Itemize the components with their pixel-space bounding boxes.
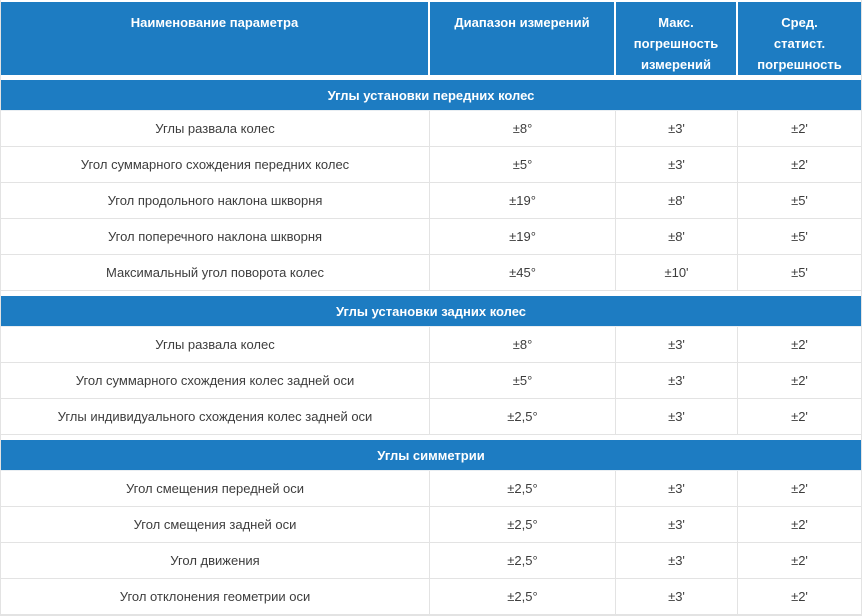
- cell-stat-error: ±2': [738, 471, 861, 507]
- column-header-3: Макс. погрешность измерений: [616, 2, 738, 75]
- table-row: Угол смещения передней оси ±2,5° ±3' ±2': [1, 471, 861, 507]
- cell-measurement-range: ±2,5°: [430, 399, 616, 435]
- cell-max-error: ±3': [616, 147, 738, 183]
- table-row: Углы развала колес ±8° ±3' ±2': [1, 327, 861, 363]
- cell-max-error: ±3': [616, 507, 738, 543]
- cell-stat-error: ±2': [738, 111, 861, 147]
- section-gap: [1, 291, 861, 296]
- cell-stat-error: ±5': [738, 183, 861, 219]
- table-head: Наименование параметра Диапазон измерений…: [1, 2, 861, 75]
- cell-stat-error: ±2': [738, 543, 861, 579]
- cell-parameter-name: Угол смещения задней оси: [1, 507, 430, 543]
- cell-stat-error: ±2': [738, 579, 861, 615]
- table-body: Углы установки передних колес Углы развал…: [1, 75, 861, 615]
- section-gap: [1, 435, 861, 440]
- section-title: Углы установки передних колес: [1, 80, 861, 111]
- cell-parameter-name: Максимальный угол поворота колес: [1, 255, 430, 291]
- section-header-row: Углы симметрии: [1, 440, 861, 471]
- cell-stat-error: ±2': [738, 507, 861, 543]
- cell-parameter-name: Углы развала колес: [1, 327, 430, 363]
- cell-max-error: ±3': [616, 579, 738, 615]
- cell-parameter-name: Угол смещения передней оси: [1, 471, 430, 507]
- cell-parameter-name: Угол отклонения геометрии оси: [1, 579, 430, 615]
- column-header-1: Наименование параметра: [1, 2, 430, 75]
- cell-max-error: ±8': [616, 183, 738, 219]
- cell-stat-error: ±2': [738, 327, 861, 363]
- cell-measurement-range: ±5°: [430, 363, 616, 399]
- cell-measurement-range: ±8°: [430, 111, 616, 147]
- cell-measurement-range: ±19°: [430, 183, 616, 219]
- cell-measurement-range: ±19°: [430, 219, 616, 255]
- section-title: Углы симметрии: [1, 440, 861, 471]
- cell-parameter-name: Угол суммарного схождения колес задней о…: [1, 363, 430, 399]
- cell-stat-error: ±5': [738, 219, 861, 255]
- cell-measurement-range: ±2,5°: [430, 507, 616, 543]
- column-header-2: Диапазон измерений: [430, 2, 616, 75]
- cell-max-error: ±3': [616, 327, 738, 363]
- cell-max-error: ±8': [616, 219, 738, 255]
- cell-parameter-name: Углы индивидуального схождения колес зад…: [1, 399, 430, 435]
- cell-stat-error: ±2': [738, 363, 861, 399]
- section-title: Углы установки задних колес: [1, 296, 861, 327]
- cell-stat-error: ±2': [738, 147, 861, 183]
- section-gap: [1, 75, 861, 80]
- section-gap-spacer: [1, 435, 861, 440]
- table-row: Угол движения ±2,5° ±3' ±2': [1, 543, 861, 579]
- table-row: Угол продольного наклона шкворня ±19° ±8' ±…: [1, 183, 861, 219]
- table-row: Максимальный угол поворота колес ±45° ±10'…: [1, 255, 861, 291]
- table-row: Угол смещения задней оси ±2,5° ±3' ±2': [1, 507, 861, 543]
- cell-stat-error: ±5': [738, 255, 861, 291]
- cell-max-error: ±3': [616, 111, 738, 147]
- table-row: Угол поперечного наклона шкворня ±19° ±8' ±…: [1, 219, 861, 255]
- cell-measurement-range: ±2,5°: [430, 471, 616, 507]
- table-row: Углы развала колес ±8° ±3' ±2': [1, 111, 861, 147]
- section-header-row: Углы установки задних колес: [1, 296, 861, 327]
- cell-max-error: ±3': [616, 363, 738, 399]
- cell-max-error: ±3': [616, 399, 738, 435]
- cell-measurement-range: ±5°: [430, 147, 616, 183]
- section-header-row: Углы установки передних колес: [1, 80, 861, 111]
- cell-max-error: ±10': [616, 255, 738, 291]
- column-header-row: Наименование параметра Диапазон измерений…: [1, 2, 861, 75]
- cell-parameter-name: Угол поперечного наклона шкворня: [1, 219, 430, 255]
- column-header-4: Сред. статист. погрешность: [738, 2, 861, 75]
- section-gap-spacer: [1, 75, 861, 80]
- cell-measurement-range: ±2,5°: [430, 579, 616, 615]
- cell-measurement-range: ±45°: [430, 255, 616, 291]
- table-row: Углы индивидуального схождения колес зад…: [1, 399, 861, 435]
- cell-max-error: ±3': [616, 543, 738, 579]
- table-row: Угол отклонения геометрии оси ±2,5° ±3' ±2': [1, 579, 861, 615]
- cell-measurement-range: ±2,5°: [430, 543, 616, 579]
- section-gap-spacer: [1, 291, 861, 296]
- cell-parameter-name: Угол продольного наклона шкворня: [1, 183, 430, 219]
- cell-parameter-name: Угол суммарного схождения передних колес: [1, 147, 430, 183]
- cell-parameter-name: Углы развала колес: [1, 111, 430, 147]
- table-row: Угол суммарного схождения колес задней о…: [1, 363, 861, 399]
- cell-measurement-range: ±8°: [430, 327, 616, 363]
- table-row: Угол суммарного схождения передних колес…: [1, 147, 861, 183]
- cell-stat-error: ±2': [738, 399, 861, 435]
- cell-parameter-name: Угол движения: [1, 543, 430, 579]
- cell-max-error: ±3': [616, 471, 738, 507]
